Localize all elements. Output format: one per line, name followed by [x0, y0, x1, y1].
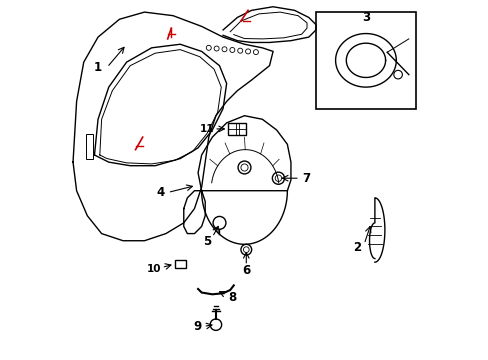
- Text: 4: 4: [156, 186, 164, 199]
- Text: 8: 8: [227, 291, 236, 305]
- Text: 2: 2: [352, 241, 360, 255]
- Text: 11: 11: [199, 124, 214, 134]
- Text: 5: 5: [203, 235, 211, 248]
- Text: 3: 3: [361, 11, 369, 24]
- Text: 10: 10: [147, 264, 162, 274]
- Text: 9: 9: [193, 320, 201, 333]
- Text: 1: 1: [94, 61, 102, 74]
- Text: 7: 7: [301, 172, 309, 185]
- Text: 6: 6: [242, 264, 250, 276]
